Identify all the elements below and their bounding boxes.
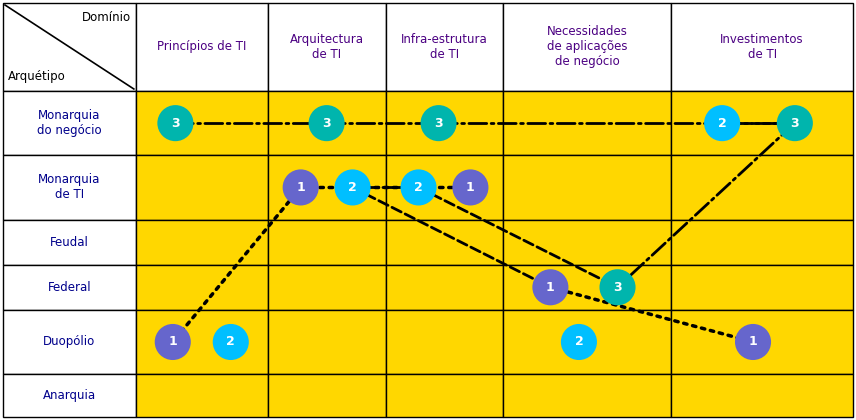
Bar (268, 265, 385, 310)
Text: Infra-estrutura
de TI: Infra-estrutura de TI (401, 33, 488, 61)
Bar (385, 3, 503, 91)
Bar (503, 155, 671, 220)
Bar (3, 3, 136, 91)
Text: Arquitectura
de TI: Arquitectura de TI (289, 33, 364, 61)
Bar (268, 155, 385, 220)
Bar (385, 155, 503, 220)
Bar (268, 310, 385, 374)
Text: Anarquia: Anarquia (43, 389, 96, 402)
Bar (671, 265, 853, 310)
Text: Domínio: Domínio (81, 11, 131, 24)
Circle shape (422, 106, 455, 140)
Text: 3: 3 (790, 117, 800, 130)
Text: 1: 1 (749, 336, 758, 349)
Text: Princípios de TI: Princípios de TI (158, 40, 247, 53)
Bar (385, 374, 503, 417)
Bar (385, 265, 503, 310)
Bar (268, 91, 385, 155)
Bar (671, 220, 853, 265)
Text: 3: 3 (613, 281, 621, 294)
Circle shape (156, 325, 190, 359)
Text: 3: 3 (434, 117, 443, 130)
Bar (3, 91, 136, 155)
Bar (3, 220, 136, 265)
Bar (503, 374, 671, 417)
Circle shape (401, 171, 436, 205)
Text: Investimentos
de TI: Investimentos de TI (720, 33, 804, 61)
Bar (503, 310, 671, 374)
Text: Monarquia
de TI: Monarquia de TI (39, 173, 101, 202)
Bar (268, 220, 385, 265)
Bar (136, 265, 268, 310)
Bar (671, 374, 853, 417)
Bar (136, 374, 268, 417)
Bar (503, 220, 671, 265)
Circle shape (214, 325, 247, 359)
Text: 3: 3 (323, 117, 331, 130)
Text: 2: 2 (717, 117, 727, 130)
Bar (671, 91, 853, 155)
Text: 3: 3 (171, 117, 180, 130)
Bar (268, 3, 385, 91)
Text: 2: 2 (414, 181, 423, 194)
Bar (385, 310, 503, 374)
Bar (385, 91, 503, 155)
Text: 2: 2 (574, 336, 583, 349)
Bar (136, 91, 268, 155)
Text: Monarquia
do negócio: Monarquia do negócio (37, 109, 102, 137)
Bar (136, 310, 268, 374)
Text: Federal: Federal (48, 281, 92, 294)
Circle shape (601, 270, 634, 304)
Bar (503, 265, 671, 310)
Circle shape (283, 171, 318, 205)
Circle shape (158, 106, 193, 140)
Text: 1: 1 (546, 281, 555, 294)
Bar (136, 3, 268, 91)
Text: 1: 1 (296, 181, 305, 194)
Bar (3, 265, 136, 310)
Bar (385, 220, 503, 265)
Bar (3, 374, 136, 417)
Text: Feudal: Feudal (50, 236, 89, 249)
Circle shape (310, 106, 343, 140)
Text: 1: 1 (466, 181, 475, 194)
Circle shape (336, 171, 370, 205)
Bar (3, 310, 136, 374)
Circle shape (562, 325, 596, 359)
Bar (136, 155, 268, 220)
Bar (671, 310, 853, 374)
Text: Duopólio: Duopólio (44, 336, 96, 349)
Circle shape (705, 106, 739, 140)
Circle shape (736, 325, 770, 359)
Bar (671, 155, 853, 220)
Circle shape (454, 171, 487, 205)
Circle shape (533, 270, 568, 304)
Text: Arquétipo: Arquétipo (8, 70, 66, 83)
Text: 2: 2 (226, 336, 235, 349)
Bar (3, 155, 136, 220)
Text: 2: 2 (348, 181, 357, 194)
Text: 1: 1 (169, 336, 177, 349)
Bar (136, 220, 268, 265)
Bar (503, 3, 671, 91)
Bar (503, 91, 671, 155)
Text: Necessidades
de aplicações
de negócio: Necessidades de aplicações de negócio (547, 26, 627, 68)
Bar (268, 374, 385, 417)
Bar (671, 3, 853, 91)
Circle shape (778, 106, 811, 140)
